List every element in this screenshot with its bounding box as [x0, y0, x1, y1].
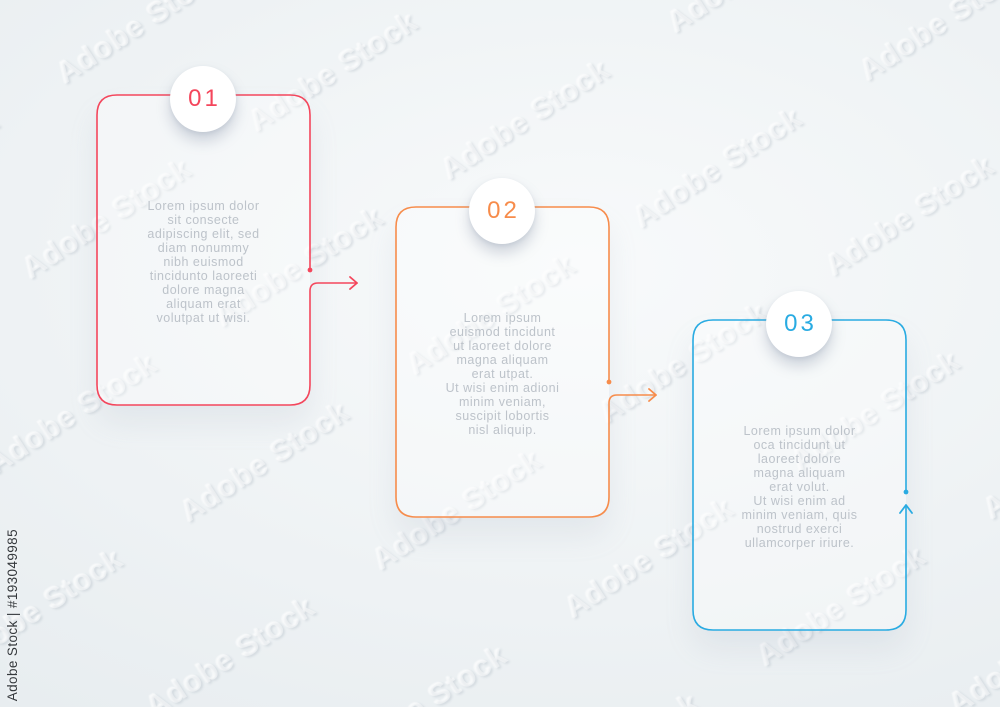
adobe-stock-watermark-tile: Adobe Stock [0, 0, 40, 43]
connector-dot-icon [903, 489, 909, 495]
adobe-stock-watermark-tile: Adobe Stock [819, 148, 1000, 283]
stock-id-watermark-text: Adobe Stock | #193049985 [5, 528, 20, 701]
step-box-02: 02 Lorem ipsum euismod tincidunt ut laor… [395, 178, 657, 518]
adobe-stock-watermark-tile: Adobe Stock [140, 590, 322, 707]
arrow-right-icon [349, 276, 358, 290]
step-number-badge-03: 03 [766, 291, 832, 357]
arrow-right-icon [648, 388, 657, 402]
adobe-stock-watermark-tile: Adobe Stock [174, 395, 356, 529]
adobe-stock-watermark-tile: Adobe Stock [661, 0, 843, 40]
adobe-stock-watermark-tile: Adobe Stock [435, 52, 617, 187]
step-body-text: Lorem ipsum dolor oca tincidunt ut laore… [741, 424, 858, 550]
adobe-stock-watermark-tile: Adobe Stock [524, 686, 706, 707]
step-number-label: 02 [487, 197, 520, 224]
arrow-up-icon [899, 504, 913, 514]
step-number-label: 03 [784, 310, 817, 337]
connector-dot-icon [606, 379, 612, 385]
step-body-text: Lorem ipsum euismod tincidunt ut laoreet… [445, 311, 560, 437]
step-box-03-fill [693, 320, 906, 630]
adobe-stock-watermark-tile: Adobe Stock [0, 103, 6, 238]
step-number-badge-02: 02 [469, 178, 535, 244]
step-box-03-outline-and-up-arrow [692, 319, 913, 631]
adobe-stock-watermark-tile: Adobe Stock [332, 638, 514, 707]
step-box-01: 01 Lorem ipsum dolor sit consecte adipis… [96, 66, 358, 406]
step-box-02-fill [396, 207, 609, 517]
adobe-stock-watermark-tile: Adobe Stock [977, 392, 1000, 526]
step-box-03: 03 Lorem ipsum dolor oca tincidunt ut la… [692, 291, 913, 631]
step-body-text: Lorem ipsum dolor sit consecte adipiscin… [147, 199, 260, 325]
step-number-label: 01 [188, 85, 221, 112]
connector-dot-icon [307, 267, 313, 273]
adobe-stock-watermark-tile: Adobe Stock [853, 0, 1000, 88]
step-box-01-fill [97, 95, 310, 405]
step-box-01-outline-and-right-arrow [96, 94, 358, 406]
step-box-02-outline-and-right-arrow [395, 206, 657, 518]
step-number-badge-01: 01 [170, 66, 236, 132]
